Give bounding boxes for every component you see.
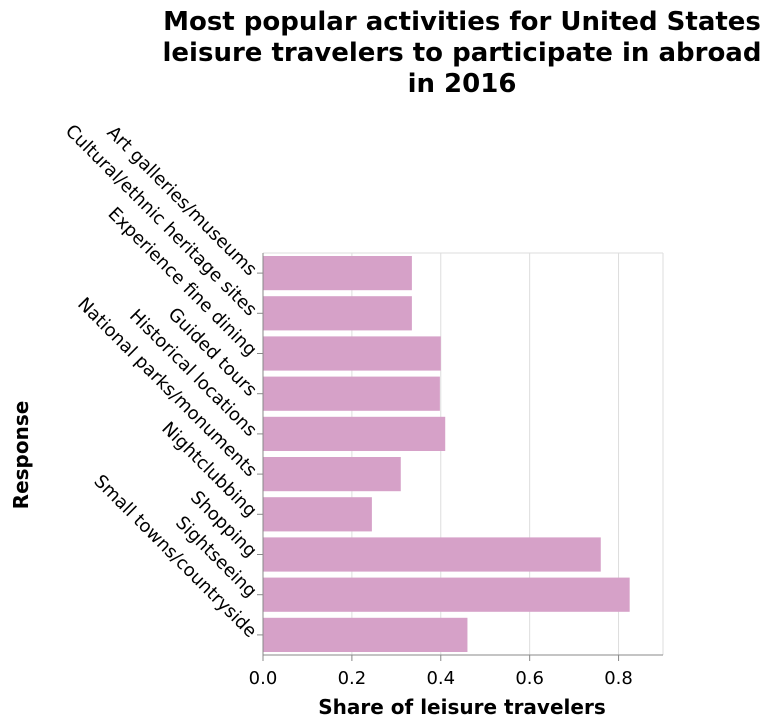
x-tick-label: 0.2 — [338, 668, 367, 689]
bar-3 — [263, 376, 440, 411]
x-tick-label: 0.6 — [515, 668, 544, 689]
category-label: Cultural/ethnic heritage sites — [61, 121, 261, 321]
chart-title-line-1: Most popular activities for United State… — [163, 7, 761, 37]
bars — [263, 256, 630, 652]
x-axis-title: Share of leisure travelers — [318, 695, 605, 719]
axes — [257, 253, 663, 661]
bar-5 — [263, 457, 401, 492]
x-tick-label: 0.0 — [249, 668, 278, 689]
bar-9 — [263, 617, 468, 652]
bar-8 — [263, 577, 630, 612]
chart-title-line-3: in 2016 — [408, 69, 517, 99]
x-tick-labels: 0.0 0.2 0.4 0.6 0.8 — [249, 668, 633, 689]
chart-title: Most popular activities for United State… — [163, 7, 762, 99]
bar-0 — [263, 256, 412, 291]
chart-title-line-2: leisure travelers to participate in abro… — [163, 38, 762, 68]
bar-1 — [263, 296, 412, 331]
bar-4 — [263, 416, 446, 451]
bar-6 — [263, 497, 372, 532]
x-tick-label: 0.8 — [604, 668, 633, 689]
y-axis-title: Response — [9, 401, 33, 510]
bar-2 — [263, 336, 441, 371]
x-tick-label: 0.4 — [426, 668, 455, 689]
bar-7 — [263, 537, 601, 572]
category-label: Art galleries/museums — [103, 122, 261, 280]
